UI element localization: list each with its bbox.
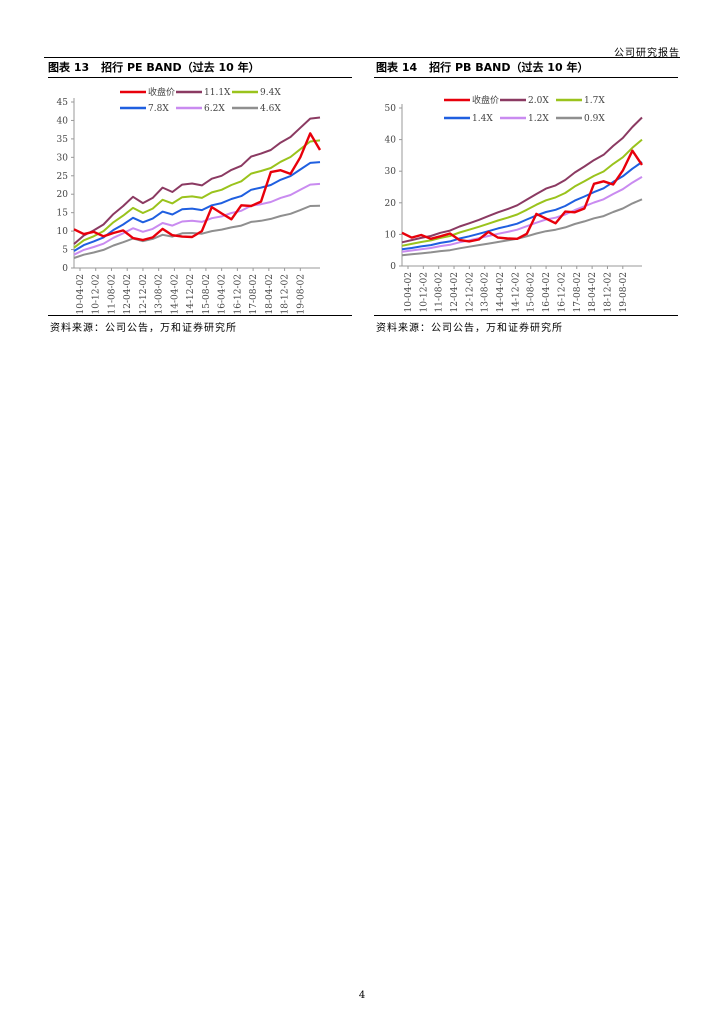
x-tick-label: 18-04-02 — [588, 272, 598, 312]
figure-label: 图表 14 — [376, 61, 418, 74]
x-tick-label: 11-08-02 — [107, 274, 117, 314]
x-tick-label: 14-12-02 — [511, 272, 521, 312]
x-tick-label: 14-04-02 — [170, 274, 180, 314]
y-tick-label: 0 — [390, 262, 396, 272]
series-line-1 — [401, 116, 643, 244]
y-tick-label: 30 — [385, 167, 397, 177]
figure-title-rule — [374, 77, 678, 78]
series-line-2 — [401, 138, 643, 247]
y-tick-label: 5 — [62, 246, 68, 256]
figure-title-rule — [48, 77, 352, 78]
x-tick-label: 10-12-02 — [92, 274, 102, 314]
y-tick-label: 50 — [385, 104, 397, 114]
x-tick-label: 14-12-02 — [186, 274, 196, 314]
legend-label: 6.2X — [204, 104, 225, 114]
x-tick-label: 17-08-02 — [573, 272, 583, 312]
y-tick-label: 40 — [57, 116, 69, 126]
page-number: 4 — [358, 990, 366, 1001]
y-tick-label: 20 — [57, 190, 69, 200]
x-tick-label: 10-12-02 — [419, 272, 429, 312]
series-line-0 — [401, 149, 643, 243]
legend-label: 0.9X — [584, 114, 605, 124]
figure-title: 图表 13 招行 PE BAND（过去 10 年） — [48, 59, 260, 77]
y-tick-label: 15 — [57, 209, 69, 219]
x-tick-label: 16-04-02 — [542, 272, 552, 312]
legend-label: 1.4X — [472, 114, 493, 124]
pb-band-chart: 0 10 20 30 40 50 10-04-02 10-12-02 11-08-02 12-04… — [385, 94, 643, 312]
series-line-1 — [73, 116, 321, 245]
x-tick-label: 11-08-02 — [435, 272, 445, 312]
x-tick-label: 14-04-02 — [496, 272, 506, 312]
x-tick-label: 18-12-02 — [603, 272, 613, 312]
header-title: 公司研究报告 — [614, 48, 680, 59]
figure-title-text: 招行 PE BAND（过去 10 年） — [101, 61, 260, 74]
y-tick-label: 35 — [57, 135, 69, 145]
legend-label: 9.4X — [260, 88, 281, 98]
y-tick-label: 20 — [385, 199, 397, 209]
series-line-0 — [73, 132, 322, 242]
y-tick-label: 0 — [62, 264, 68, 274]
figure-source: 资料来源：公司公告，万和证券研究所 — [376, 323, 563, 334]
x-tick-label: 16-12-02 — [557, 272, 567, 312]
figure-source: 资料来源：公司公告，万和证券研究所 — [50, 323, 237, 334]
x-tick-label: 10-04-02 — [404, 272, 414, 312]
series-line-3 — [401, 161, 643, 251]
legend-label: 1.2X — [528, 114, 549, 124]
series-line-2 — [73, 139, 321, 249]
x-tick-label: 13-08-02 — [155, 274, 165, 314]
figure-label: 图表 13 — [48, 61, 90, 74]
figure-source-rule — [374, 315, 678, 316]
x-tick-label: 12-12-02 — [139, 274, 149, 314]
figure-title: 图表 14 招行 PB BAND（过去 10 年） — [376, 59, 588, 77]
legend-label: 2.0X — [528, 96, 549, 106]
legend-label: 收盘价 — [148, 86, 175, 98]
y-tick-label: 25 — [57, 172, 69, 182]
header-rule — [44, 57, 680, 58]
x-tick-label: 15-08-02 — [527, 272, 537, 312]
legend-label: 4.6X — [260, 104, 281, 114]
x-tick-label: 18-04-02 — [265, 274, 275, 314]
x-tick-label: 19-08-02 — [619, 272, 629, 312]
y-tick-label: 40 — [385, 136, 397, 146]
y-tick-label: 10 — [385, 230, 397, 240]
legend-label: 11.1X — [204, 88, 231, 98]
x-tick-label: 16-12-02 — [233, 274, 243, 314]
series-line-4 — [401, 176, 643, 253]
pe-band-chart: 0 5 10 15 20 25 30 35 40 45 10-04-02 10-12-02 11-08-… — [57, 86, 322, 314]
series-line-4 — [73, 182, 321, 256]
x-tick-label: 13-08-02 — [481, 272, 491, 312]
y-tick-label: 10 — [57, 227, 69, 237]
x-tick-label: 12-04-02 — [450, 272, 460, 312]
x-tick-label: 16-04-02 — [218, 274, 228, 314]
figure-title-text: 招行 PB BAND（过去 10 年） — [429, 61, 589, 74]
x-tick-label: 12-12-02 — [465, 272, 475, 312]
x-tick-label: 15-08-02 — [202, 274, 212, 314]
legend-label: 1.7X — [584, 96, 605, 106]
y-tick-label: 30 — [57, 153, 69, 163]
x-tick-label: 18-12-02 — [281, 274, 291, 314]
x-tick-label: 10-04-02 — [76, 274, 86, 314]
legend-label: 7.8X — [148, 104, 169, 114]
series-line-3 — [73, 161, 321, 252]
x-tick-label: 12-04-02 — [123, 274, 133, 314]
x-tick-label: 17-08-02 — [249, 274, 259, 314]
figure-source-rule — [48, 315, 352, 316]
legend-label: 收盘价 — [472, 94, 499, 106]
x-tick-label: 19-08-02 — [296, 274, 306, 314]
y-tick-label: 45 — [57, 98, 69, 108]
